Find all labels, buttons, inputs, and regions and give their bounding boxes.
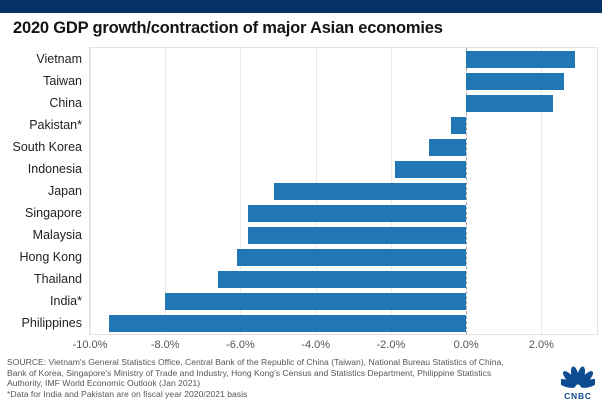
x-tick-label: -6.0% (226, 339, 255, 351)
bar-taiwan (466, 72, 564, 90)
chart-row: Thailand (34, 268, 597, 290)
source-line: Bank of Korea, Singapore's Ministry of T… (7, 367, 492, 378)
bar-japan (274, 182, 467, 200)
gridline (240, 48, 242, 334)
chart-row: Hong Kong (19, 246, 597, 268)
x-tick-label: -4.0% (301, 339, 331, 351)
country-label: Taiwan (43, 74, 82, 88)
country-label: China (49, 96, 82, 110)
x-tick-label: 0.0% (453, 339, 479, 351)
x-tick-label: -8.0% (150, 339, 180, 351)
gridline (90, 48, 91, 334)
gridline (165, 48, 167, 334)
chart-row: Japan (48, 180, 597, 202)
x-tick-label: -10.0% (72, 339, 108, 351)
bar-india (165, 292, 467, 310)
bar-malaysia (247, 226, 467, 244)
chart-row: Malaysia (33, 224, 597, 246)
plot-area: -10.0% -8.0% -6.0% -4.0% -2.0% 0.0% 2.0% Vietna… (13, 47, 598, 351)
source-line: SOURCE: Vietnam's General Statistics Off… (7, 357, 504, 367)
country-label: Pakistan* (29, 118, 82, 132)
cnbc-logo: CNBC (556, 365, 600, 401)
x-tick-label: -2.0% (376, 339, 406, 351)
x-tick-label: 2.0% (528, 339, 554, 351)
source-block: SOURCE: Vietnam's General Statistics Off… (7, 357, 552, 400)
chart-row: Pakistan* (29, 114, 597, 136)
source-line: Authority, IMF World Economic Outlook (J… (7, 378, 201, 389)
bar-vietnam (466, 50, 576, 68)
zero-baseline (466, 48, 468, 334)
bar-china (466, 94, 553, 112)
cnbc-wordmark: CNBC (564, 391, 592, 401)
country-label: Thailand (34, 272, 82, 286)
country-label: Japan (47, 184, 82, 198)
country-label: Vietnam (36, 52, 82, 66)
country-label: Singapore (25, 206, 82, 220)
bar-pakistan (451, 116, 467, 134)
cnbc-peacock-icon (557, 366, 599, 388)
chart-row: China (49, 92, 597, 114)
chart-row: Vietnam (36, 48, 597, 70)
footnote: *Data for India and Pakistan are on fisc… (7, 389, 248, 400)
chart-row: Singapore (25, 202, 597, 224)
source-lines: SOURCE: Vietnam's General Statistics Off… (7, 357, 552, 389)
country-label: Philippines (21, 316, 82, 330)
bar-indonesia (394, 160, 467, 178)
top-banner (0, 0, 602, 13)
bar-thailand (217, 270, 467, 288)
country-label: Hong Kong (19, 250, 82, 264)
bar-singapore (247, 204, 467, 222)
country-label: Indonesia (27, 162, 82, 176)
country-label: India* (50, 294, 82, 308)
chart-row: Taiwan (43, 70, 597, 92)
chart-title: 2020 GDP growth/contraction of major Asi… (13, 19, 443, 37)
chart-row: South Korea (13, 136, 597, 158)
bar-philippines (108, 314, 467, 332)
gridline (541, 48, 543, 334)
chart-row: India* (50, 290, 597, 312)
chart-row: Philippines (22, 312, 597, 334)
country-label: South Korea (12, 140, 83, 154)
chart-row: Indonesia (28, 158, 597, 180)
bar-south-korea (428, 138, 467, 156)
country-label: Malaysia (32, 228, 82, 242)
bar-hong-kong (236, 248, 467, 266)
